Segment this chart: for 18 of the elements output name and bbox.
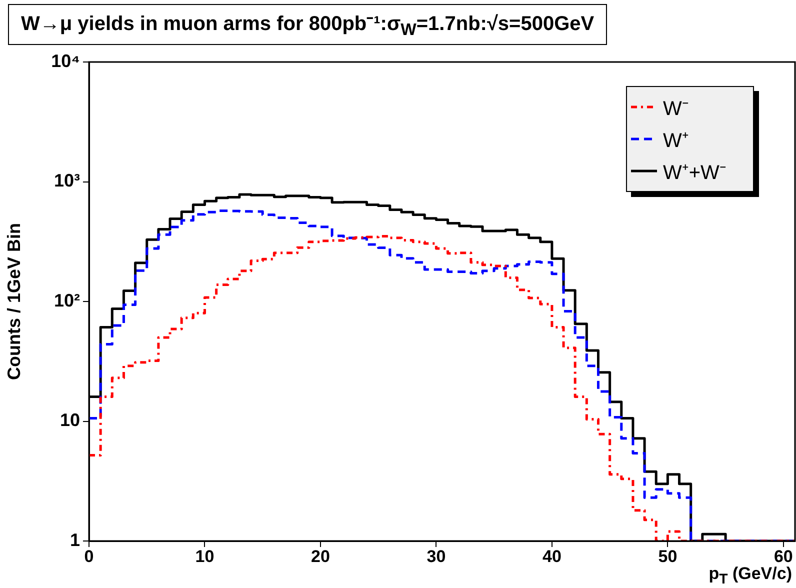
x-tick-label: 60	[774, 546, 793, 566]
y-tick-label: 1	[70, 530, 80, 550]
y-tick-label: 10⁴	[51, 50, 80, 71]
y-tick-label: 10²	[54, 290, 80, 310]
y-tick-label: 10³	[54, 170, 80, 191]
legend-label: W⁺+W⁻	[663, 160, 726, 184]
x-tick-label: 50	[658, 546, 678, 566]
y-axis-title: Counts / 1GeV Bin	[4, 222, 24, 380]
legend-label: W⁻	[663, 96, 689, 120]
y-tick-label: 10	[60, 410, 80, 430]
x-tick-label: 30	[426, 546, 446, 566]
x-tick-label: 10	[195, 546, 214, 566]
x-axis-title: p$_{T}$ (GeV/c)	[708, 564, 792, 588]
x-tick-label: 40	[542, 546, 562, 566]
chart-title: W→μ yields in muon arms for 800pb⁻¹:σ$_{W}$=1.7nb:√s=500GeV	[8, 4, 608, 45]
x-tick-label: 0	[84, 546, 94, 566]
x-tick-label: 20	[311, 546, 330, 566]
legend-label: W⁺	[663, 128, 689, 152]
